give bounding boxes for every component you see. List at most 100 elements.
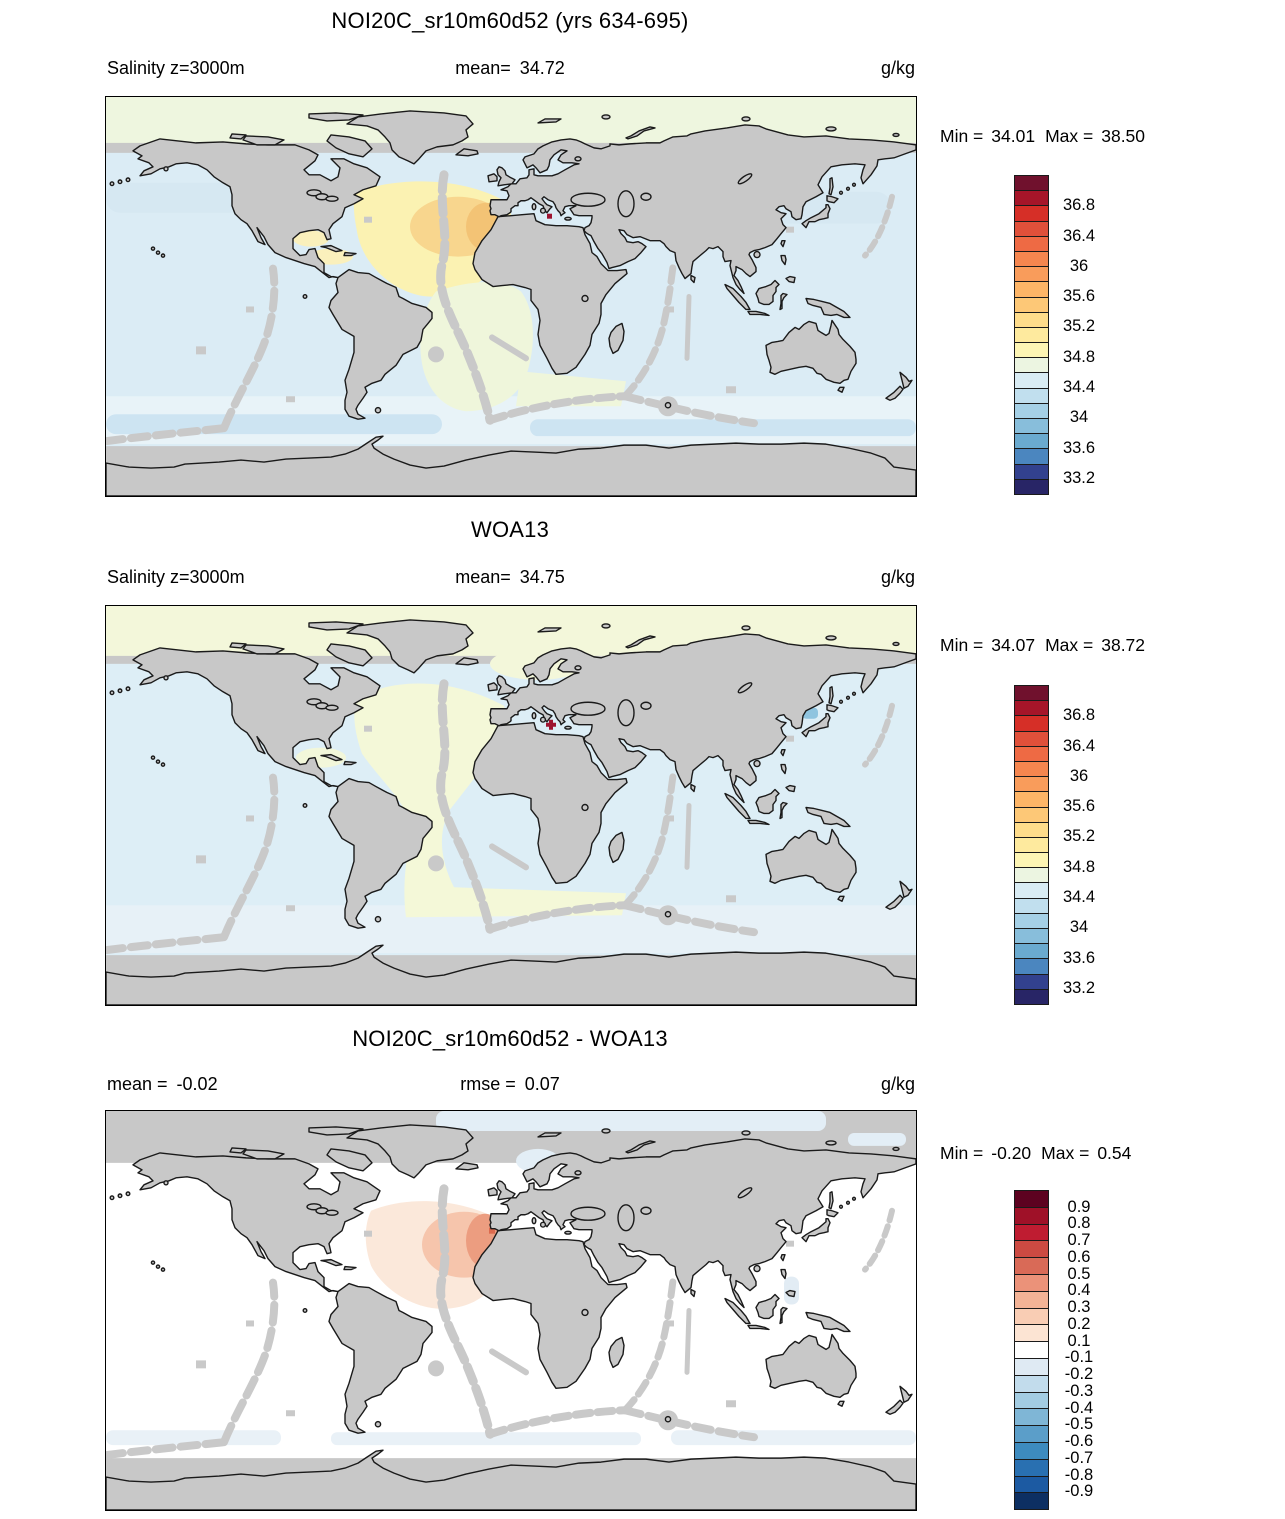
colorbar-cell xyxy=(1015,715,1048,731)
colorbar-tick-label: 34.8 xyxy=(1062,347,1096,366)
colorbar-cell xyxy=(1015,1240,1048,1258)
panel3-rmse-value: 0.07 xyxy=(524,1074,560,1094)
colorbar-cell xyxy=(1015,342,1048,358)
colorbar-tick-label: 0.7 xyxy=(1067,1231,1091,1250)
panel2-minmax: Min = 34.07 Max = 38.72 xyxy=(940,635,1155,656)
colorbar-tick-label: 0.1 xyxy=(1067,1331,1091,1350)
colorbar-cell xyxy=(1015,235,1048,251)
world-map-model xyxy=(106,97,916,496)
colorbar-cell xyxy=(1015,220,1048,236)
panel2-min-label: Min = xyxy=(940,635,984,655)
colorbar-cell xyxy=(1015,418,1048,434)
map1-polar-band-east xyxy=(530,419,916,437)
map3-arctic-blue3 xyxy=(848,1132,906,1146)
colorbar-tick-label: 36.4 xyxy=(1062,226,1096,245)
colorbar-cell xyxy=(1015,1492,1048,1510)
colorbar-cell xyxy=(1015,1408,1048,1426)
colorbar-cell xyxy=(1015,478,1048,494)
colorbar-tick-label: 36.4 xyxy=(1062,736,1096,755)
panel3-mean-label: mean = xyxy=(107,1074,168,1094)
colorbar-tick-label: -0.8 xyxy=(1064,1465,1094,1484)
colorbar-cell xyxy=(1015,448,1048,464)
colorbar-cell xyxy=(1015,745,1048,761)
colorbar-tick-label: 36 xyxy=(1069,766,1089,785)
colorbar-cell xyxy=(1015,791,1048,807)
colorbar-tick-label: 34.8 xyxy=(1062,857,1096,876)
colorbar-cell xyxy=(1015,1223,1048,1241)
colorbar-cell xyxy=(1015,281,1048,297)
colorbar-cell xyxy=(1015,402,1048,418)
panel2-min-value: 34.07 xyxy=(991,635,1036,655)
colorbar-cell xyxy=(1015,958,1048,974)
panel1-title: NOI20C_sr10m60d52 (yrs 634-695) xyxy=(331,8,689,33)
panel1-max-value: 38.50 xyxy=(1101,126,1146,146)
colorbar-cell xyxy=(1015,1475,1048,1493)
map1-gulf-field xyxy=(293,230,329,247)
colorbar-tick-label: -0.4 xyxy=(1064,1398,1094,1417)
colorbar-tick-label: 36 xyxy=(1069,256,1089,275)
panel1-mean-label: mean= xyxy=(455,58,511,78)
panel3-title: NOI20C_sr10m60d52 - WOA13 xyxy=(352,1026,668,1051)
colorbar-cell xyxy=(1015,190,1048,206)
panel3-colorbar-ticks: 0.9 0.8 0.7 0.6 0.5 0.4 0.3 0.2 0.1 -0.1 -0.2 -0.3-… xyxy=(1050,1190,1108,1508)
panel1-min-label: Min = xyxy=(940,126,984,146)
map1-npac-band xyxy=(106,182,254,213)
colorbar-cell xyxy=(1015,760,1048,777)
panel1-field-text: Salinity z=3000m xyxy=(107,58,245,78)
colorbar-cell xyxy=(1015,1191,1048,1207)
panel2-title: WOA13 xyxy=(470,517,550,542)
colorbar-cell xyxy=(1015,1425,1048,1442)
panel3-rmse-label: rmse = xyxy=(460,1074,516,1094)
panel1-mean: mean= 34.72 xyxy=(105,58,915,79)
colorbar-cell xyxy=(1015,836,1048,853)
colorbar-cell xyxy=(1015,1206,1048,1224)
colorbar-cell xyxy=(1015,943,1048,959)
colorbar-tick-label: -0.5 xyxy=(1064,1415,1094,1434)
colorbar-cell xyxy=(1015,1458,1048,1476)
colorbar-tick-label: 34.4 xyxy=(1062,378,1096,396)
panel1-minmax: Min = 34.01 Max = 38.50 xyxy=(940,126,1155,147)
colorbar-tick-label: 35.6 xyxy=(1062,287,1096,306)
map1-polar-band-west xyxy=(106,414,442,435)
map1-satl-green-field xyxy=(420,282,626,412)
map2-atlantic-field xyxy=(354,683,626,918)
panel3-max-label: Max = xyxy=(1041,1143,1090,1163)
colorbar-tick-label: 35.2 xyxy=(1062,317,1096,336)
colorbar-cell xyxy=(1015,372,1048,388)
colorbar-tick-label: 34 xyxy=(1069,918,1089,937)
panel1-field-label: Salinity z=3000m xyxy=(107,58,254,79)
panel3-mean: mean = -0.02 xyxy=(107,1074,218,1095)
colorbar-cell xyxy=(1015,296,1048,312)
colorbar-cell xyxy=(1015,1290,1048,1308)
colorbar-cell xyxy=(1015,1324,1048,1342)
colorbar-cell xyxy=(1015,1307,1048,1325)
colorbar-cell xyxy=(1015,928,1048,944)
colorbar-tick-label: 0.9 xyxy=(1067,1197,1091,1216)
colorbar-cell xyxy=(1015,463,1048,479)
colorbar-cell xyxy=(1015,1441,1048,1459)
colorbar-cell xyxy=(1015,882,1048,898)
colorbar-cell xyxy=(1015,311,1048,327)
colorbar-cell xyxy=(1015,176,1048,191)
panel1-colorbar-ticks: 36.8 36.4 36 35.6 35.2 34.8 34.4 34 33.6 33.2 xyxy=(1050,175,1108,493)
panel1-max-label: Max = xyxy=(1045,126,1094,146)
panel2-field-label: Salinity z=3000m xyxy=(107,567,254,588)
panel2-colorbar-ticks: 36.8 36.4 36 35.6 35.2 34.8 34.4 34 33.6 33.2 xyxy=(1050,685,1108,1003)
colorbar-cell xyxy=(1015,357,1048,373)
panel2-mean: mean= 34.75 xyxy=(105,567,915,588)
colorbar-tick-label: -0.1 xyxy=(1064,1348,1094,1367)
colorbar-cell xyxy=(1015,387,1048,403)
panel2-max-label: Max = xyxy=(1045,635,1094,655)
panel1-min-value: 34.01 xyxy=(991,126,1036,146)
colorbar-tick-label: 33.6 xyxy=(1062,948,1096,967)
map3-arctic-blue1 xyxy=(436,1111,826,1131)
colorbar-cell xyxy=(1015,700,1048,716)
colorbar-cell xyxy=(1015,205,1048,221)
panel3-rmse: rmse = 0.07 xyxy=(105,1074,915,1095)
colorbar-cell xyxy=(1015,1273,1048,1291)
colorbar-cell xyxy=(1015,973,1048,989)
map3-gibraltar-spot xyxy=(489,1227,495,1234)
colorbar-cell xyxy=(1015,806,1048,822)
panel2-unit: g/kg xyxy=(880,567,915,587)
